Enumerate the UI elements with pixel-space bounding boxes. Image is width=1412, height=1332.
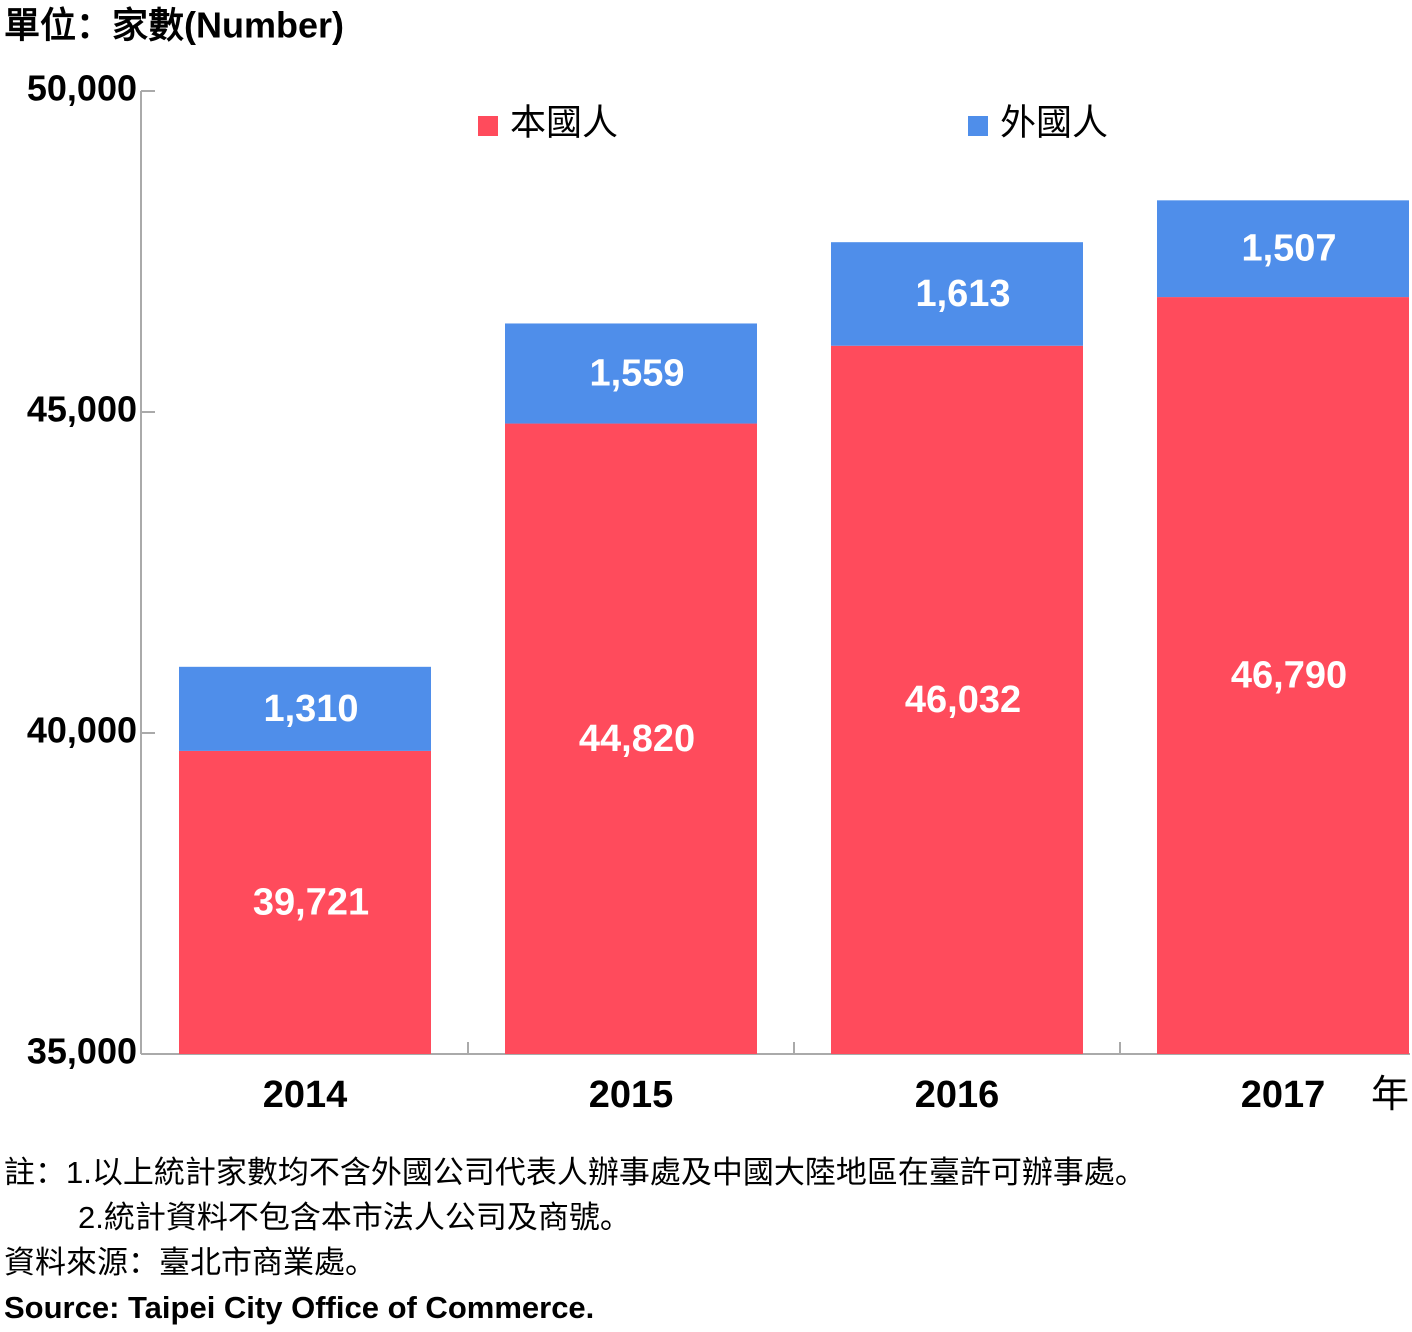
value-label: 44,820 [579, 718, 695, 760]
source: Source: Taipei City Office of Commerce. [4, 1290, 594, 1325]
legend-label: 外國人 [1000, 102, 1108, 143]
bar-segment [1157, 200, 1409, 298]
x-tick-label: 2017 [1241, 1074, 1326, 1116]
y-tick-label: 45,000 [27, 389, 137, 430]
x-tick-label: 2014 [263, 1074, 348, 1116]
value-label: 1,613 [915, 273, 1010, 315]
x-tick-label: 2015 [589, 1074, 674, 1116]
value-label: 1,559 [589, 353, 684, 395]
unit-label: 單位：家數(Number) [4, 5, 344, 46]
bar-segment [505, 323, 757, 424]
bar-segment [831, 242, 1083, 346]
bar-segment [1157, 297, 1409, 1054]
legend-swatch [968, 116, 988, 136]
y-tick-label: 50,000 [27, 68, 137, 109]
bar-segment [179, 666, 431, 751]
bar-segment [831, 345, 1083, 1054]
bar-segment [179, 750, 431, 1054]
value-label: 1,310 [263, 688, 358, 730]
y-tick-label: 40,000 [27, 710, 137, 751]
value-label: 46,032 [905, 679, 1021, 721]
x-tick-label: 2016 [915, 1074, 1000, 1116]
value-label: 1,507 [1241, 228, 1336, 270]
legend-label: 本國人 [510, 102, 618, 143]
legend-swatch [478, 116, 498, 136]
value-label: 46,790 [1231, 655, 1347, 697]
note: 2.統計資料不包含本市法人公司及商號。 [78, 1200, 631, 1235]
note: 註：1.以上統計家數均不含外國公司代表人辦事處及中國大陸地區在臺許可辦事處。 [4, 1155, 1146, 1190]
y-tick-label: 35,000 [27, 1031, 137, 1072]
x-unit: 年 [1371, 1074, 1409, 1116]
source: 資料來源：臺北市商業處。 [4, 1245, 376, 1280]
value-label: 39,721 [253, 881, 369, 923]
bar-segment [505, 423, 757, 1054]
